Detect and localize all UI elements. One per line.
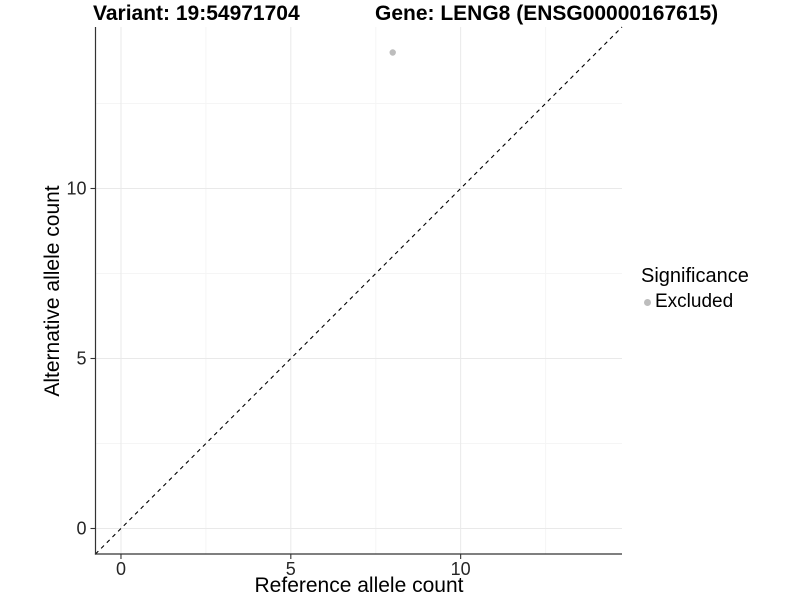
x-tick-label: 5 [286, 559, 296, 579]
legend-title: Significance [641, 265, 749, 287]
x-axis-title: Reference allele count [254, 574, 464, 597]
legend-item-excluded: Excluded [641, 290, 749, 314]
y-tick-label: 0 [76, 519, 86, 539]
legend-key-point-icon [644, 298, 651, 306]
x-tick-label: 10 [451, 559, 471, 579]
data-point [389, 49, 396, 56]
legend-item-label: Excluded [655, 291, 734, 312]
y-axis-title: Alternative allele count [41, 185, 64, 397]
identity-reference-line [95, 26, 623, 555]
plot-title-variant: Variant: 19:54971704 [93, 2, 300, 25]
plot-title-gene: Gene: LENG8 (ENSG00000167615) [375, 2, 719, 25]
x-tick-label: 0 [116, 559, 126, 579]
y-tick-label: 5 [76, 349, 86, 369]
legend: Significance Excluded [641, 263, 749, 314]
y-tick-label: 10 [66, 179, 86, 199]
